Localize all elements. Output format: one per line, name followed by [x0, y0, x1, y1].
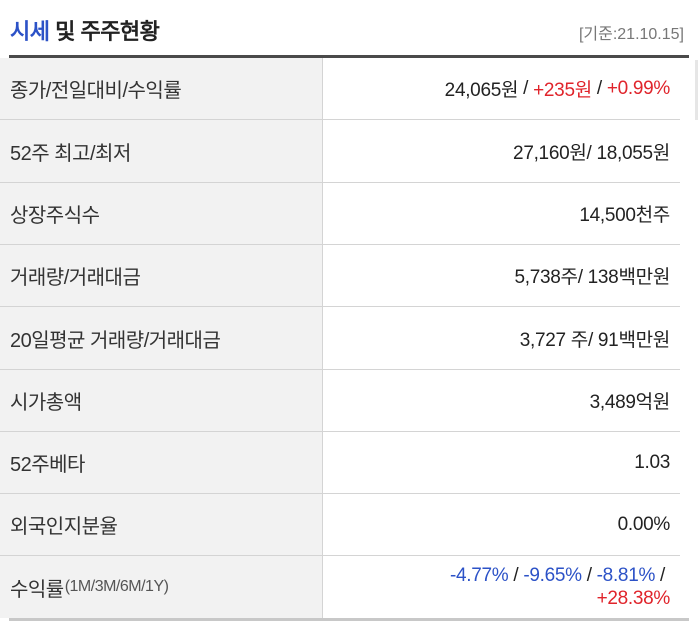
separator: / [581, 565, 597, 586]
base-date: [기준:21.10.15] [578, 26, 684, 43]
row-label: 52주 최고/최저 [0, 120, 323, 182]
scrollbar[interactable] [695, 60, 698, 120]
row-value: 27,160원/ 18,055원 [513, 142, 670, 164]
row-value: 3,489억원 [589, 392, 671, 413]
row-label: 상장주식수 [0, 183, 323, 244]
row-label: 거래량/거래대금 [0, 245, 323, 306]
row-label: 20일평균 거래량/거래대금 [0, 307, 323, 369]
return-3m: -9.65% [523, 565, 582, 586]
table-top-border [9, 55, 689, 58]
table-row-market-cap: 시가총액 3,489억원 [0, 370, 680, 432]
table-row-listed-shares: 상장주식수 14,500천주 [0, 183, 680, 245]
return-1m: -4.77% [449, 565, 509, 586]
table-row-52w-high-low: 52주 최고/최저 27,160원/ 18,055원 [0, 120, 680, 183]
table-row-20d-avg-volume: 20일평균 거래량/거래대금 3,727 주/ 91백만원 [0, 307, 680, 370]
section-header: 시세 및 주주현황 [기준:21.10.15] [0, 0, 698, 56]
separator: / [508, 565, 524, 586]
table-bottom-border [9, 618, 689, 621]
close-price: 24,065원 [444, 80, 519, 101]
row-label: 시가총액 [0, 370, 323, 431]
row-label: 52주베타 [0, 432, 323, 493]
section-title-accent: 시세 [10, 19, 50, 44]
return-1y: +28.38% [596, 588, 671, 609]
row-value: 3,727 주/ 91백만원 [519, 329, 671, 351]
returns-line-2: +28.38% [596, 587, 671, 610]
row-label: 종가/전일대비/수익률 [0, 58, 323, 119]
row-label: 수익률 (1M/3M/6M/1Y) [0, 556, 323, 618]
section-title: 시세 및 주주현황 [10, 14, 160, 46]
row-label-main: 수익률 [10, 578, 64, 601]
row-value: 5,738주/ 138백만원 [514, 267, 670, 288]
table-row-close-price: 종가/전일대비/수익률 24,065원 / +235원 / +0.99% [0, 58, 680, 120]
table-row-returns: 수익률 (1M/3M/6M/1Y) -4.77% / -9.65% / -8.81… [0, 556, 680, 618]
row-value: 0.00% [617, 513, 671, 535]
return-6m: -8.81% [596, 565, 656, 586]
section-title-rest: 및 주주현황 [49, 19, 160, 44]
row-value: 24,065원 / +235원 / +0.99% [323, 58, 680, 119]
table-row-volume: 거래량/거래대금 5,738주/ 138백만원 [0, 245, 680, 307]
separator: / [518, 77, 534, 99]
row-value: 1.03 [634, 451, 670, 473]
separator: / [655, 565, 670, 586]
returns-line-1: -4.77% / -9.65% / -8.81% / [450, 564, 670, 587]
price-change: +235원 [533, 80, 592, 101]
row-label-periods: (1M/3M/6M/1Y) [64, 578, 169, 595]
table-row-foreign-ownership: 외국인지분율 0.00% [0, 494, 680, 556]
separator: / [591, 77, 607, 99]
price-change-rate: +0.99% [606, 77, 670, 99]
row-value: 14,500천주 [579, 205, 670, 226]
row-value: -4.77% / -9.65% / -8.81% / +28.38% [323, 556, 680, 618]
table-row-52w-beta: 52주베타 1.03 [0, 432, 680, 494]
row-label: 외국인지분율 [0, 494, 323, 555]
